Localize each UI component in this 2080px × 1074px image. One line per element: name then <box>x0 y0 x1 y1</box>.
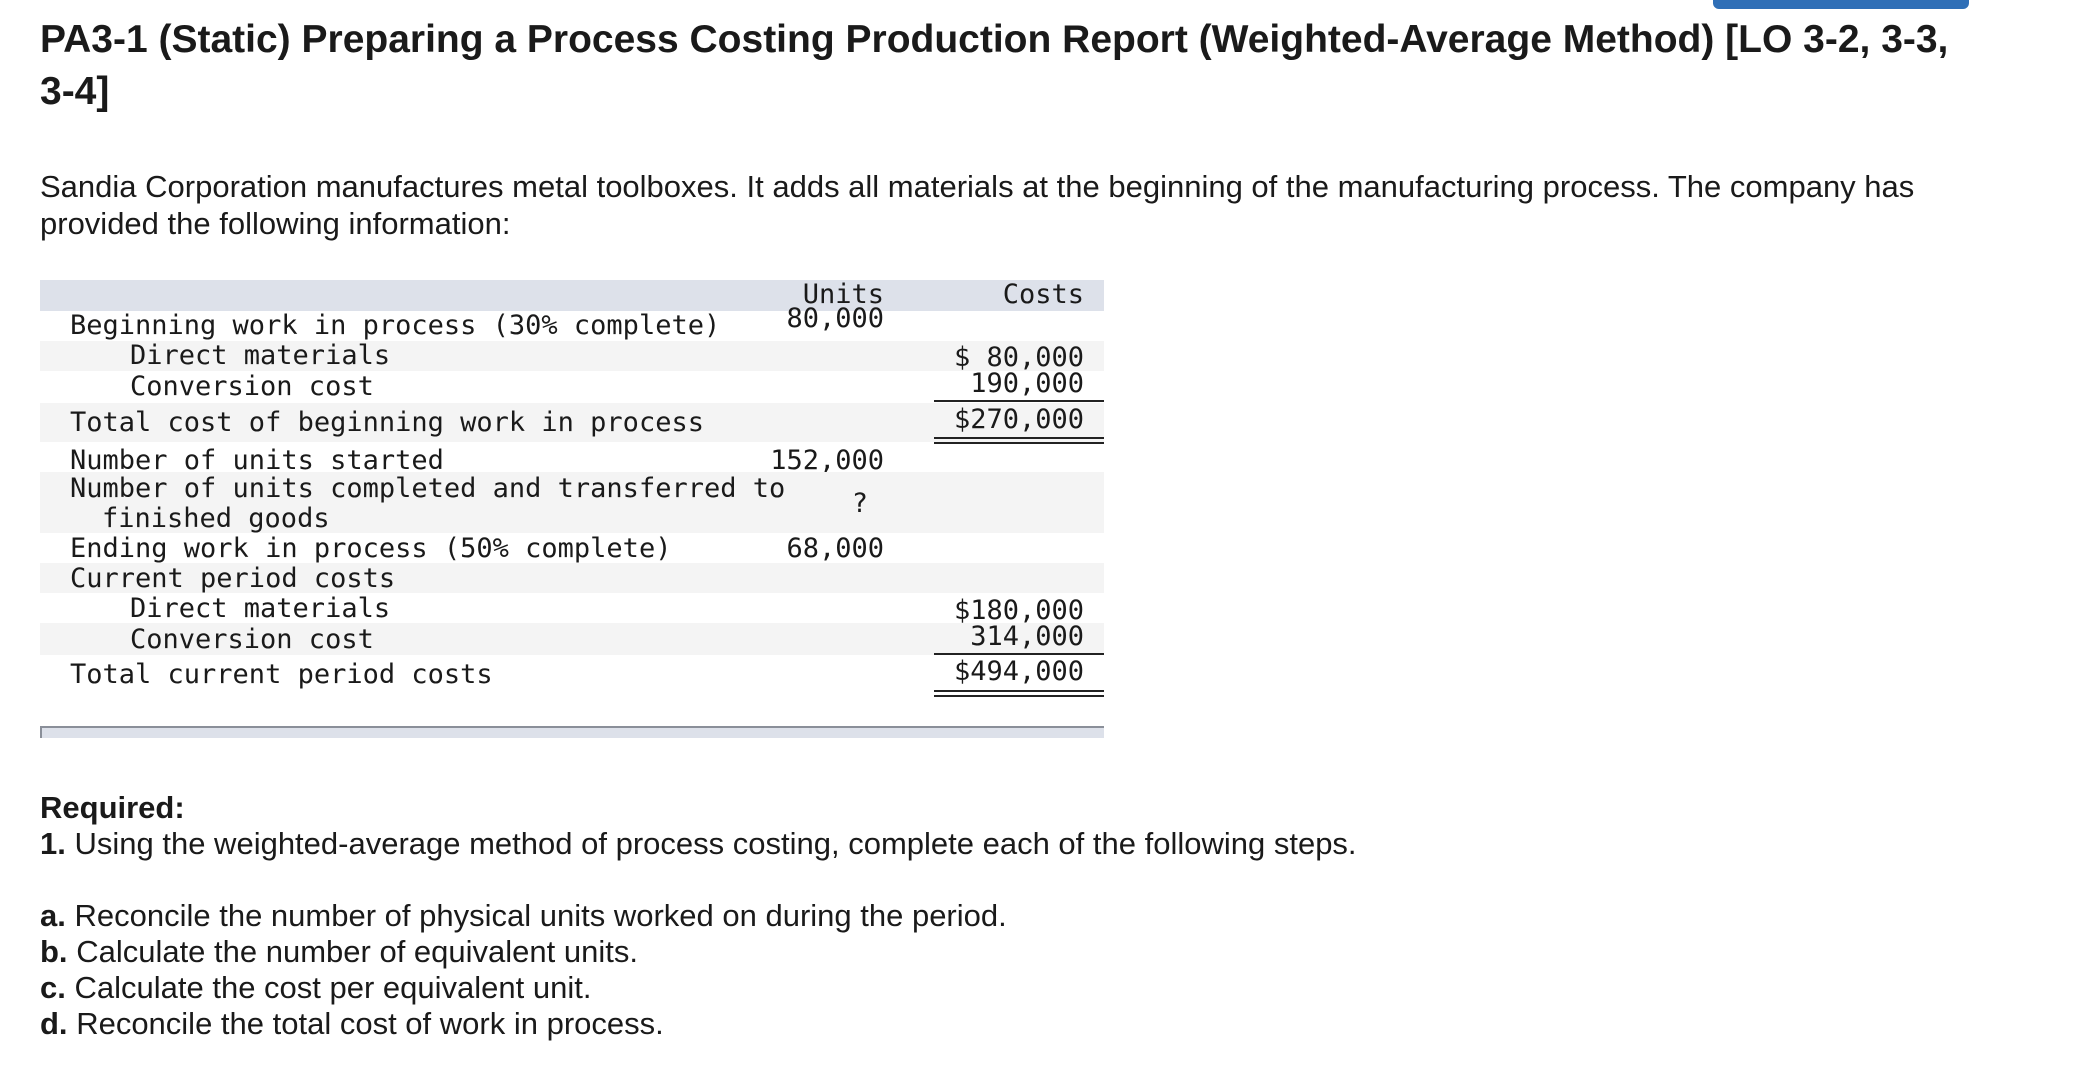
item-text: Calculate the cost per equivalent unit. <box>74 970 592 1005</box>
row-units: 68,000 <box>786 533 884 564</box>
row-costs: 190,000 <box>970 368 1084 399</box>
units-column-header: Units <box>802 279 884 310</box>
row-label: Current period costs <box>70 563 396 594</box>
list-item: c. Calculate the cost per equivalent uni… <box>40 970 591 1006</box>
page-title: PA3-1 (Static) Preparing a Process Costi… <box>40 18 1949 113</box>
top-action-button[interactable] <box>1713 0 1969 9</box>
step-number: 1. <box>40 826 66 861</box>
row-label: Total cost of beginning work in process <box>70 407 704 438</box>
item-letter: b. <box>40 934 68 969</box>
row-costs: $270,000 <box>953 404 1084 435</box>
table-row: Direct materials $180,000 <box>40 593 1104 626</box>
row-label: Conversion cost <box>130 371 374 402</box>
row-costs: $180,000 <box>953 595 1084 626</box>
list-item: b. Calculate the number of equivalent un… <box>40 934 638 970</box>
item-text: Calculate the number of equivalent units… <box>76 934 638 969</box>
row-label: Direct materials <box>130 340 391 371</box>
list-item: d. Reconcile the total cost of work in p… <box>40 1006 664 1042</box>
row-costs: 314,000 <box>970 621 1084 652</box>
data-table: Units Costs Beginning work in process (3… <box>40 280 1104 740</box>
row-label: Conversion cost <box>130 624 374 655</box>
table-row: Current period costs <box>40 563 1104 594</box>
table-row: Conversion cost 190,000 <box>40 368 1104 403</box>
item-letter: c. <box>40 970 66 1005</box>
problem-intro: Sandia Corporation manufactures metal to… <box>40 169 1915 241</box>
step-text: Using the weighted-average method of pro… <box>74 826 1357 861</box>
item-text: Reconcile the total cost of work in proc… <box>76 1006 664 1041</box>
row-units: 80,000 <box>786 303 884 334</box>
table-row: Number of units started 152,000 <box>40 442 1104 476</box>
row-label: Direct materials <box>130 593 391 624</box>
row-label-continued: finished goods <box>102 503 330 534</box>
row-label: Ending work in process (50% complete) <box>70 533 672 564</box>
row-costs: $ 80,000 <box>953 342 1084 373</box>
required-step-1: 1. Using the weighted-average method of … <box>40 826 1357 862</box>
row-units: ? <box>851 488 868 519</box>
row-label: Total current period costs <box>70 659 493 690</box>
item-letter: d. <box>40 1006 68 1041</box>
table-row: Ending work in process (50% complete) 68… <box>40 533 1104 564</box>
row-costs: $494,000 <box>953 656 1084 687</box>
row-label: Number of units completed and transferre… <box>70 473 786 504</box>
row-label: Beginning work in process (30% complete) <box>70 310 721 341</box>
row-units: 152,000 <box>770 445 884 476</box>
table-row: Direct materials $ 80,000 <box>40 340 1104 373</box>
item-letter: a. <box>40 898 66 933</box>
table-row: Total current period costs $494,000 <box>40 655 1104 697</box>
row-label: Number of units started <box>70 445 444 476</box>
table-row: Beginning work in process (30% complete)… <box>40 304 1104 341</box>
table-row: Conversion cost 314,000 <box>40 621 1104 655</box>
costs-column-header: Costs <box>1002 279 1084 310</box>
table-header-row: Units Costs <box>40 280 1104 311</box>
required-heading: Required: <box>40 790 185 825</box>
table-footer-bar <box>40 726 1104 738</box>
item-text: Reconcile the number of physical units w… <box>74 898 1007 933</box>
table-row: Number of units completed and transferre… <box>40 472 1104 534</box>
list-item: a. Reconcile the number of physical unit… <box>40 898 1007 934</box>
table-row: Total cost of beginning work in process … <box>40 403 1104 444</box>
